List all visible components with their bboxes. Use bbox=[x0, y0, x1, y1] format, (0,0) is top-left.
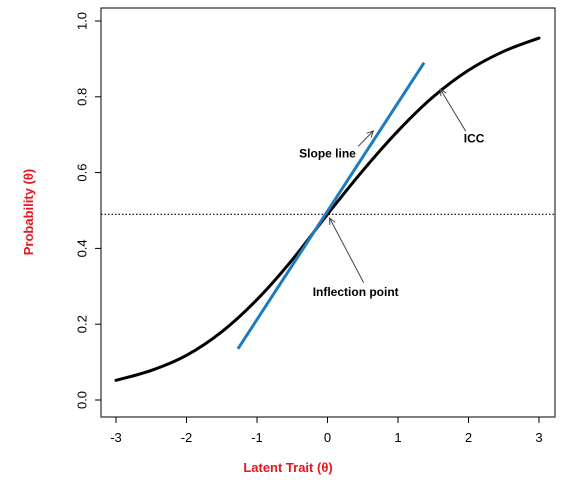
annotation-arrow bbox=[439, 88, 467, 132]
icc-annotation: ICC bbox=[464, 131, 485, 145]
slope-line-annotation: Slope line bbox=[299, 146, 356, 160]
x-tick-label: 2 bbox=[465, 430, 472, 445]
x-tick-label: 3 bbox=[535, 430, 542, 445]
y-tick-label: 0.2 bbox=[74, 315, 89, 333]
y-tick-label: 0.4 bbox=[74, 239, 89, 257]
y-axis-title: Probability (θ) bbox=[21, 169, 36, 255]
y-axis: 0.0 0.2 0.4 0.6 0.8 1.0 bbox=[74, 12, 101, 409]
y-tick-label: 0.8 bbox=[74, 88, 89, 106]
annotation-arrow bbox=[357, 130, 374, 147]
inflection-point-annotation: Inflection point bbox=[313, 285, 399, 299]
annotations: Slope line ICC Inflection point bbox=[299, 88, 485, 299]
x-tick-label: -1 bbox=[251, 430, 263, 445]
arrow-head bbox=[329, 217, 336, 226]
arrow-head bbox=[439, 88, 447, 97]
x-tick-label: -2 bbox=[181, 430, 193, 445]
annotation-arrow bbox=[329, 217, 365, 284]
slope-line bbox=[236, 61, 426, 350]
x-axis-title: Latent Trait (θ) bbox=[243, 460, 332, 475]
y-tick-label: 0.0 bbox=[74, 391, 89, 409]
arrow-head bbox=[366, 130, 375, 138]
icc-curve bbox=[114, 36, 541, 382]
y-tick-label: 1.0 bbox=[74, 12, 89, 30]
x-tick-label: 0 bbox=[324, 430, 331, 445]
x-tick-label: 1 bbox=[394, 430, 401, 445]
x-axis: -3 -2 -1 0 1 2 3 bbox=[110, 417, 543, 445]
x-tick-label: -3 bbox=[110, 430, 122, 445]
series-layer bbox=[114, 36, 541, 382]
y-tick-label: 0.6 bbox=[74, 164, 89, 182]
